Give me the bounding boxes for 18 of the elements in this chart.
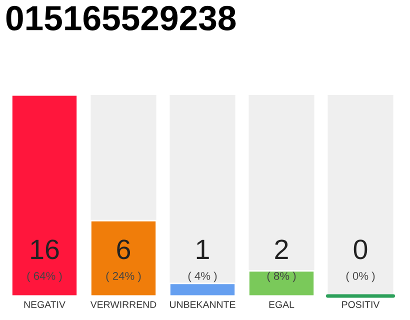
x-tick-label: UNBEKANNTE [170, 301, 236, 308]
data-label: 1 [196, 240, 209, 259]
bar [169, 282, 236, 296]
annotation: ( 8% ) [267, 272, 296, 282]
x-tick-label: VERWIRREND [90, 301, 156, 308]
bar [248, 270, 315, 296]
chart-title: 015165529238 [6, 6, 236, 31]
annotation: ( 64% ) [27, 272, 62, 282]
x-tick-label: NEGATIV [24, 301, 66, 308]
x-tick-label: EGAL [269, 301, 294, 308]
annotation: ( 24% ) [106, 272, 141, 282]
annotation: ( 4% ) [188, 272, 217, 282]
data-label: 0 [354, 240, 368, 260]
data-label: 6 [117, 240, 130, 260]
annotation: ( 0% ) [346, 272, 375, 282]
x-tick-label: POSITIV [342, 301, 380, 308]
data-label: 2 [275, 240, 288, 259]
data-label: 16 [31, 240, 59, 260]
